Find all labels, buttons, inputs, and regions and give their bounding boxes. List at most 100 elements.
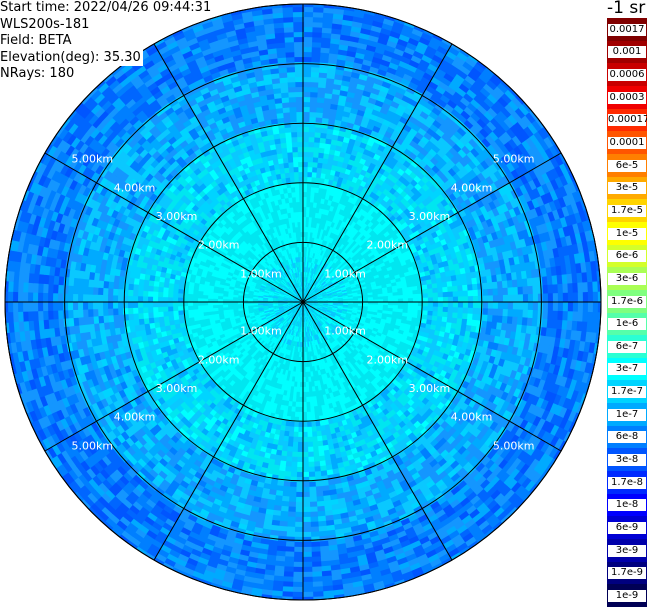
data-cell — [312, 21, 324, 28]
data-cell — [303, 146, 309, 153]
data-cell — [317, 228, 322, 235]
data-cell — [320, 234, 326, 241]
data-cell — [303, 231, 306, 237]
data-cell — [422, 302, 429, 307]
data-cell — [467, 290, 474, 297]
data-cell — [305, 226, 309, 233]
data-cell — [312, 166, 318, 173]
data-cell — [322, 17, 334, 24]
data-cell — [309, 116, 317, 123]
data-cell — [303, 186, 308, 193]
data-cell — [329, 143, 337, 151]
data-cell — [336, 109, 345, 117]
data-cell — [316, 167, 323, 174]
data-cell — [320, 132, 328, 139]
data-cell — [327, 179, 334, 186]
data-cell — [307, 161, 314, 168]
data-cell — [522, 286, 529, 296]
data-cell — [303, 121, 310, 128]
data-cell — [323, 7, 336, 14]
data-cell — [315, 177, 321, 184]
data-cell — [303, 236, 306, 242]
data-cell — [307, 236, 311, 243]
data-cell — [327, 62, 338, 70]
data-cell — [437, 292, 444, 298]
data-cell — [305, 281, 307, 288]
data-cell — [311, 257, 315, 264]
data-cell — [487, 308, 494, 316]
data-cell — [337, 99, 347, 107]
data-cell — [303, 76, 312, 83]
data-cell — [305, 236, 308, 243]
data-cell — [305, 276, 308, 283]
data-cell — [492, 302, 499, 310]
data-cell — [572, 292, 579, 304]
data-cell — [309, 272, 313, 279]
data-cell — [339, 39, 351, 47]
data-cell — [320, 127, 329, 134]
data-cell — [304, 286, 306, 293]
data-cell — [303, 206, 307, 213]
data-cell — [323, 153, 330, 160]
data-cell — [326, 163, 333, 171]
data-cell — [313, 151, 320, 158]
data-cell — [311, 217, 316, 223]
data-cell — [309, 206, 314, 213]
data-cell — [310, 76, 320, 83]
data-cell — [303, 221, 307, 228]
data-cell — [318, 77, 328, 84]
data-cell — [452, 302, 459, 308]
data-cell — [592, 302, 599, 314]
data-cell — [447, 291, 454, 298]
data-cell — [342, 19, 354, 27]
data-cell — [316, 197, 322, 204]
data-cell — [329, 174, 336, 181]
data-cell — [312, 156, 319, 163]
data-cell — [377, 296, 384, 300]
data-cell — [557, 292, 564, 303]
data-cell — [303, 166, 309, 173]
data-cell — [332, 13, 345, 20]
data-cell — [329, 42, 341, 50]
data-cell — [427, 292, 434, 299]
data-cell — [328, 113, 337, 120]
data-cell — [432, 292, 439, 298]
data-cell — [311, 56, 322, 63]
data-cell — [334, 73, 344, 81]
data-cell — [497, 308, 504, 317]
data-cell — [308, 216, 313, 223]
data-cell — [587, 302, 594, 314]
data-cell — [322, 112, 331, 119]
data-cell — [557, 302, 564, 313]
data-cell — [407, 302, 414, 307]
data-cell — [307, 156, 314, 163]
data-cell — [462, 307, 469, 315]
data-cell — [412, 293, 419, 299]
data-cell — [303, 101, 311, 108]
data-cell — [362, 297, 369, 301]
data-cell — [333, 154, 340, 162]
data-cell — [304, 271, 307, 278]
data-cell — [309, 257, 313, 263]
data-cell — [325, 219, 330, 226]
data-cell — [303, 171, 309, 178]
data-cell — [303, 61, 313, 68]
data-cell — [319, 142, 326, 149]
data-cell — [330, 33, 342, 40]
data-cell — [319, 239, 324, 245]
data-cell — [532, 302, 539, 312]
data-cell — [324, 173, 331, 180]
data-cell — [321, 32, 333, 39]
data-cell — [392, 295, 399, 300]
data-cell — [310, 267, 313, 274]
data-cell — [517, 286, 524, 296]
data-cell — [502, 287, 509, 296]
data-cell — [323, 148, 331, 155]
data-cell — [482, 289, 489, 297]
data-cell — [310, 191, 315, 198]
data-cell — [306, 281, 308, 288]
data-cell — [314, 258, 318, 264]
data-cell — [305, 221, 309, 228]
data-cell — [336, 58, 347, 66]
data-cell — [303, 91, 312, 98]
